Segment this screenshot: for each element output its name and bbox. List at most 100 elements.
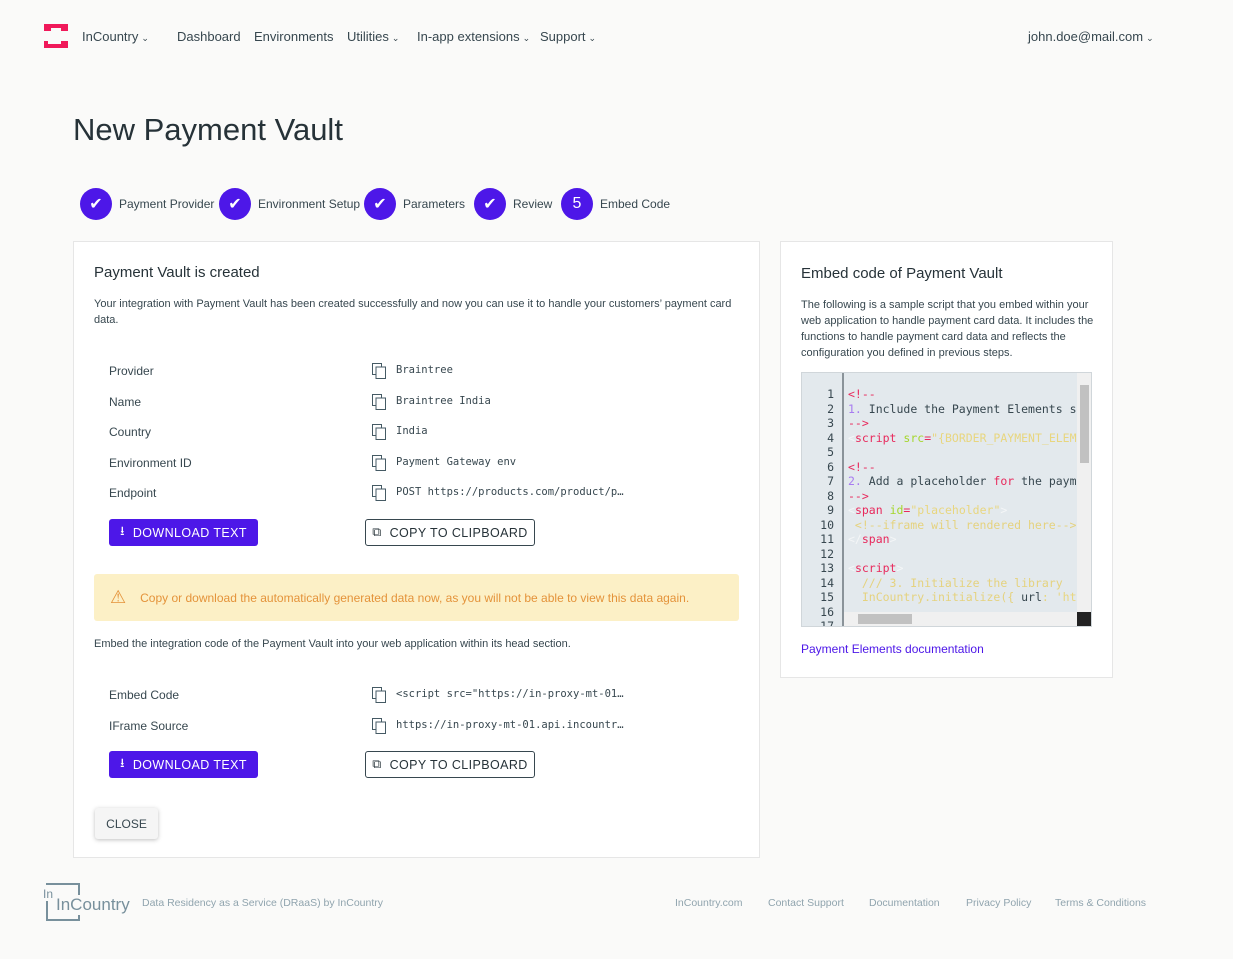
step-review[interactable]: ✔ Review xyxy=(474,188,552,220)
nav-in-app-extensions[interactable]: In-app extensions ⌄ xyxy=(417,29,530,44)
field-row: Endpoint POST https://products.com/produ… xyxy=(109,483,669,503)
code-editor[interactable]: 1 <!-- 2 1. Include the Payment Elements s 3… xyxy=(801,372,1092,627)
code-token: "placeholder" xyxy=(910,503,1001,517)
code-line: <script src="{BORDER_PAYMENT_ELEM xyxy=(848,431,1077,445)
check-icon: ✔ xyxy=(219,188,251,220)
code-token: : 'ht xyxy=(1041,590,1077,604)
card-description: Your integration with Payment Vault has … xyxy=(94,298,732,326)
code-token: Add a placeholder xyxy=(861,474,994,488)
step-number: 5 xyxy=(561,188,593,220)
nav-support[interactable]: Support ⌄ xyxy=(540,29,596,44)
copy-to-clipboard-button[interactable]: ⧉ COPY TO CLIPBOARD xyxy=(365,751,535,778)
code-line: <!-- xyxy=(848,387,876,401)
field-label: Name xyxy=(109,394,142,409)
code-token: id xyxy=(882,503,904,517)
line-number: 10 xyxy=(820,517,834,532)
vertical-scrollbar[interactable] xyxy=(1077,373,1091,614)
footer-link-incountry[interactable]: InCountry.com xyxy=(675,897,743,909)
field-label: Country xyxy=(109,425,152,439)
footer-logo-text: InCountry xyxy=(56,895,130,915)
nav-utilities[interactable]: Utilities ⌄ xyxy=(347,29,399,44)
code-line: <!--iframe will rendered here--> xyxy=(848,517,1077,532)
chevron-down-icon: ⌄ xyxy=(588,33,597,43)
nav-dashboard[interactable]: Dashboard xyxy=(177,29,241,44)
copy-icon[interactable] xyxy=(372,687,386,703)
field-value: https://in-proxy-mt-01.api.incountr… xyxy=(396,718,624,731)
code-token: <!-- xyxy=(848,387,876,401)
field-value: Payment Gateway env xyxy=(396,455,517,468)
footer-link-terms[interactable]: Terms & Conditions xyxy=(1055,897,1147,909)
embed-description: Embed the integration code of the Paymen… xyxy=(94,638,571,650)
code-token: --> xyxy=(848,416,869,430)
step-label: Embed Code xyxy=(600,197,671,211)
copy-icon[interactable] xyxy=(372,393,386,410)
check-icon: ✔ xyxy=(80,188,112,220)
line-number: 3 xyxy=(827,416,834,430)
line-number: 15 xyxy=(820,590,834,604)
brand-menu[interactable]: InCountry ⌄ xyxy=(82,29,149,44)
code-line: <!-- xyxy=(848,460,876,474)
nav-environments[interactable]: Environments xyxy=(254,29,334,44)
nav-label: In-app extensions xyxy=(417,29,520,44)
step-label: Environment Setup xyxy=(258,197,361,211)
horizontal-scrollbar[interactable] xyxy=(844,612,1077,626)
code-token: --> xyxy=(848,488,869,503)
code-token: "{BORDER_PAYMENT_ELEM xyxy=(931,430,1077,445)
code-token: 1. xyxy=(848,401,862,416)
step-parameters[interactable]: ✔ Parameters xyxy=(364,188,465,220)
step-embed-code[interactable]: 5 Embed Code xyxy=(561,188,670,220)
copy-icon[interactable] xyxy=(372,363,386,379)
close-button[interactable]: CLOSE xyxy=(95,808,158,839)
step-payment-provider[interactable]: ✔ Payment Provider xyxy=(80,188,214,220)
brand-label: InCountry xyxy=(82,29,139,44)
copy-icon[interactable] xyxy=(372,454,386,471)
line-number: 1 xyxy=(827,387,834,401)
footer-link-contact-support[interactable]: Contact Support xyxy=(768,897,844,909)
copy-icon[interactable] xyxy=(372,485,386,501)
code-line: 2. Add a placeholder for the paym xyxy=(848,474,1077,488)
field-row: IFrame Source https://in-proxy-mt-01.api… xyxy=(109,716,669,736)
copy-icon[interactable] xyxy=(372,717,386,734)
warning-text: Copy or download the automatically gener… xyxy=(140,590,690,605)
field-row: Environment ID Payment Gateway env xyxy=(109,453,669,473)
line-number: 2 xyxy=(827,401,834,416)
code-token: < xyxy=(848,561,855,575)
field-label: Environment ID xyxy=(109,455,192,470)
download-text-button[interactable]: ⭳ DOWNLOAD TEXT xyxy=(109,751,258,778)
code-token: url xyxy=(1021,590,1042,604)
button-label: COPY TO CLIPBOARD xyxy=(389,525,528,540)
footer-link-documentation[interactable]: Documentation xyxy=(869,897,940,909)
field-row: Name Braintree India xyxy=(109,392,669,412)
code-token: /// 3. Initialize the library xyxy=(848,575,1063,590)
line-number: 16 xyxy=(820,604,834,619)
field-label: Embed Code xyxy=(109,688,180,702)
code-line: --> xyxy=(848,416,869,430)
code-token: src xyxy=(896,430,925,445)
code-line: InCountry.initialize({ url: 'ht xyxy=(848,590,1077,604)
code-line: <script> xyxy=(848,561,903,575)
incountry-logo-icon[interactable] xyxy=(44,24,68,48)
step-label: Payment Provider xyxy=(119,197,215,211)
copy-to-clipboard-button[interactable]: ⧉ COPY TO CLIPBOARD xyxy=(365,519,535,546)
warning-icon: ⚠ xyxy=(110,587,127,607)
line-number: 13 xyxy=(820,561,834,575)
code-token: <!--iframe will rendered here--> xyxy=(848,517,1077,532)
line-number: 17 xyxy=(820,619,834,627)
chevron-down-icon: ⌄ xyxy=(522,33,531,43)
payment-elements-docs-link[interactable]: Payment Elements documentation xyxy=(801,642,984,656)
line-number: 14 xyxy=(820,575,834,590)
download-text-button[interactable]: ⭳ DOWNLOAD TEXT xyxy=(109,519,258,546)
copy-icon[interactable] xyxy=(372,424,386,440)
code-token: </ xyxy=(848,532,862,546)
user-menu[interactable]: john.doe@mail.com ⌄ xyxy=(1028,29,1154,44)
footer-logo[interactable]: In InCountry xyxy=(43,883,130,923)
line-numbers xyxy=(802,373,844,626)
step-environment-setup[interactable]: ✔ Environment Setup xyxy=(219,188,360,220)
field-row: Provider Braintree xyxy=(109,361,669,381)
embed-code-card: Embed code of Payment Vault The followin… xyxy=(780,241,1113,678)
code-token: script xyxy=(854,430,897,445)
field-row: Country India xyxy=(109,422,669,442)
footer-link-privacy-policy[interactable]: Privacy Policy xyxy=(966,897,1032,909)
code-token: span xyxy=(861,532,890,546)
footer-tagline: Data Residency as a Service (DRaaS) by I… xyxy=(142,897,384,909)
